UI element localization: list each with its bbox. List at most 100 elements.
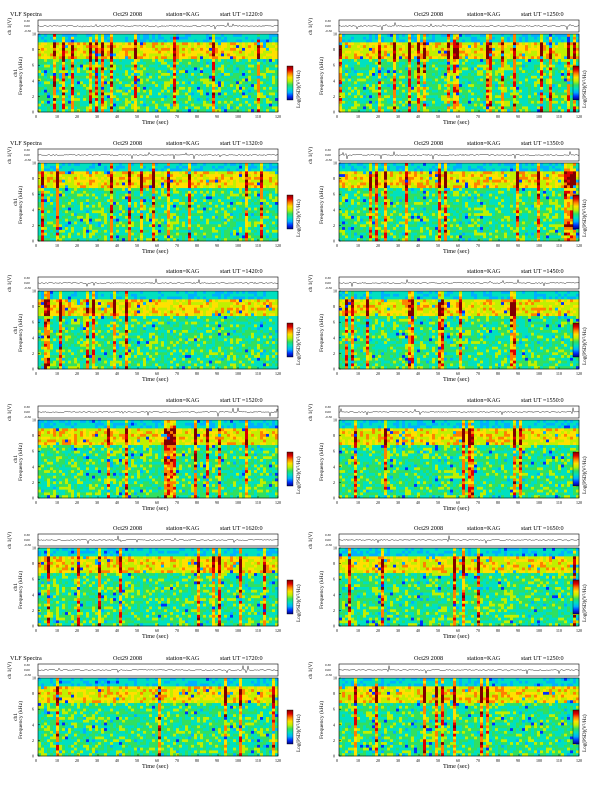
spectrogram-cell: [149, 40, 152, 43]
spectrogram-cell: [191, 73, 194, 76]
spectrogram-cell: [41, 56, 44, 59]
spectrogram-cell: [209, 62, 212, 65]
spectrogram-cell: [170, 81, 173, 84]
spectrogram-cell: [203, 104, 206, 107]
spectrogram-cell: [200, 45, 203, 48]
spectrogram-cell: [137, 81, 140, 84]
spectrogram-cell: [56, 56, 59, 59]
spectrogram-cell: [74, 45, 77, 48]
spectrogram-cell: [230, 45, 233, 48]
spectrogram-cell: [188, 70, 191, 73]
spectrogram-cell: [47, 84, 50, 87]
spectrogram-cell: [224, 48, 227, 51]
spectrogram-cell: [143, 84, 146, 87]
spectrogram-cell: [128, 93, 131, 96]
spectrogram-cell: [68, 59, 71, 62]
spectrogram-cell: [80, 62, 83, 65]
spectrogram-cell: [143, 54, 146, 57]
spectrogram-cell: [47, 79, 50, 82]
spectrogram-cell: [128, 76, 131, 79]
spectrogram-cell: [248, 106, 251, 109]
spectrogram-cell: [152, 42, 155, 45]
spectrogram-cell: [164, 81, 167, 84]
spectrogram-cell: [86, 90, 89, 93]
spectrogram-cell: [245, 54, 248, 57]
spectrogram-cell: [68, 54, 71, 57]
spectrogram-cell: [242, 65, 245, 68]
spectrogram-cell: [236, 106, 239, 109]
spectrogram-cell: [230, 54, 233, 57]
spectrogram-cell: [137, 84, 140, 87]
spectrogram-cell: [92, 95, 95, 98]
spectrogram-cell: [233, 37, 236, 40]
spectrogram-cell: [176, 65, 179, 68]
spectrogram-cell: [251, 51, 254, 54]
spectrogram-cell: [206, 87, 209, 90]
spectrogram-cell: [155, 73, 158, 76]
spectrogram-cell: [44, 95, 47, 98]
spectrogram-cell: [149, 48, 152, 51]
spectrogram-cell: [239, 101, 242, 104]
spectrogram-cell: [215, 76, 218, 79]
spectrogram-cell: [146, 40, 149, 43]
spectrogram-cell: [248, 56, 251, 59]
spectrogram-cell: [101, 106, 104, 109]
spectrogram-cell: [197, 56, 200, 59]
spectrogram-cell: [167, 42, 170, 45]
spectrogram-cell: [113, 79, 116, 82]
spectrogram-cell: [197, 40, 200, 43]
spectrogram-cell: [206, 37, 209, 40]
spectrogram-cell: [164, 56, 167, 59]
spectrogram-cell: [194, 98, 197, 101]
spectrogram-cell: [227, 95, 230, 98]
spectrogram-cell: [191, 93, 194, 96]
spectrogram-cell: [137, 67, 140, 70]
spectrogram-cell: [80, 101, 83, 104]
spectrogram-cell: [188, 56, 191, 59]
spectrogram-cell: [101, 42, 104, 45]
spectrogram-cell: [98, 84, 101, 87]
spectrogram-cell: [230, 48, 233, 51]
spectrogram-cell: [161, 101, 164, 104]
spectrogram-cell: [233, 65, 236, 68]
spectrogram-cell: [38, 37, 41, 40]
spectrogram-cell: [74, 98, 77, 101]
spectrogram-cell: [47, 51, 50, 54]
spectrogram-cell: [152, 56, 155, 59]
spectrogram-cell: [53, 56, 56, 59]
spectrogram-cell: [251, 70, 254, 73]
spectrogram-cell: [203, 67, 206, 70]
spectrogram-cell: [53, 40, 56, 43]
spectrogram-cell: [173, 73, 176, 76]
spectrogram-cell: [188, 45, 191, 48]
spectrogram-cell: [113, 84, 116, 87]
spectrogram-cell: [86, 59, 89, 62]
spectrogram-cell: [71, 106, 74, 109]
spectrogram-cell: [98, 90, 101, 93]
spectrogram-cell: [188, 95, 191, 98]
spectrogram-cell: [71, 42, 74, 45]
spectrogram-cell: [224, 81, 227, 84]
spectrogram-cell: [224, 84, 227, 87]
spectrogram-cell: [209, 81, 212, 84]
spectrogram-cell: [92, 40, 95, 43]
spectrogram-cell: [227, 65, 230, 68]
spectrogram-cell: [95, 37, 98, 40]
spectrogram-cell: [71, 45, 74, 48]
spectrogram-cell: [68, 95, 71, 98]
spectrogram-cell: [119, 42, 122, 45]
spectrogram-cell: [218, 79, 221, 82]
spectrogram-cell: [131, 45, 134, 48]
spectrogram-cell: [245, 76, 248, 79]
spectrogram-cell: [191, 98, 194, 101]
spectrogram-cell: [164, 106, 167, 109]
spectrogram-cell: [197, 79, 200, 82]
spectrogram-cell: [185, 93, 188, 96]
spectrogram-cell: [221, 40, 224, 43]
spectrogram-cell: [44, 98, 47, 101]
spectrogram-cell: [89, 45, 92, 48]
spectrogram-cell: [191, 76, 194, 79]
spectrogram-cell: [167, 101, 170, 104]
spectrogram-cell: [233, 40, 236, 43]
spectrogram-cell: [131, 65, 134, 68]
